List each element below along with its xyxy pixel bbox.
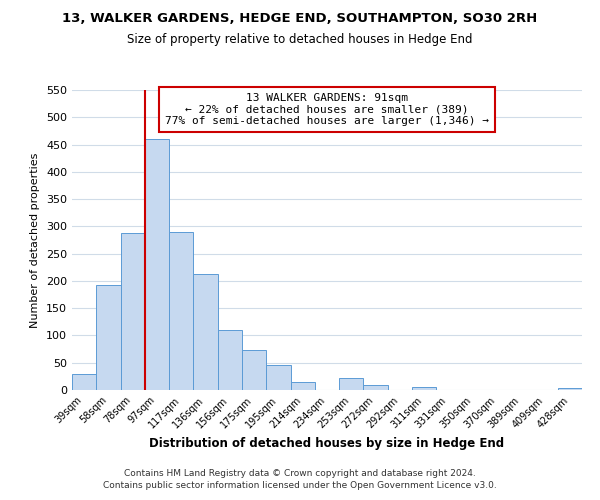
Bar (266, 365, 290, 390)
Text: 13, WALKER GARDENS, HEDGE END, SOUTHAMPTON, SO30 2RH: 13, WALKER GARDENS, HEDGE END, SOUTHAMPT… (62, 12, 538, 26)
X-axis label: Distribution of detached houses by size in Hedge End: Distribution of detached houses by size … (149, 437, 505, 450)
Text: 13 WALKER GARDENS: 91sqm
← 22% of detached houses are smaller (389)
77% of semi-: 13 WALKER GARDENS: 91sqm ← 22% of detach… (165, 93, 489, 126)
Text: Size of property relative to detached houses in Hedge End: Size of property relative to detached ho… (127, 32, 473, 46)
Bar (169, 232, 193, 390)
Bar (242, 350, 266, 390)
Bar (290, 382, 315, 390)
Bar (145, 139, 169, 390)
Text: Contains HM Land Registry data © Crown copyright and database right 2024.: Contains HM Land Registry data © Crown c… (124, 468, 476, 477)
Bar (558, 388, 582, 390)
Bar (412, 388, 436, 390)
Text: Contains public sector information licensed under the Open Government Licence v3: Contains public sector information licen… (103, 481, 497, 490)
Bar (96, 286, 121, 390)
Bar (339, 378, 364, 390)
Y-axis label: Number of detached properties: Number of detached properties (31, 152, 40, 328)
Bar (193, 274, 218, 390)
Bar (364, 384, 388, 390)
Bar (72, 374, 96, 390)
Bar (218, 330, 242, 390)
Bar (121, 234, 145, 390)
